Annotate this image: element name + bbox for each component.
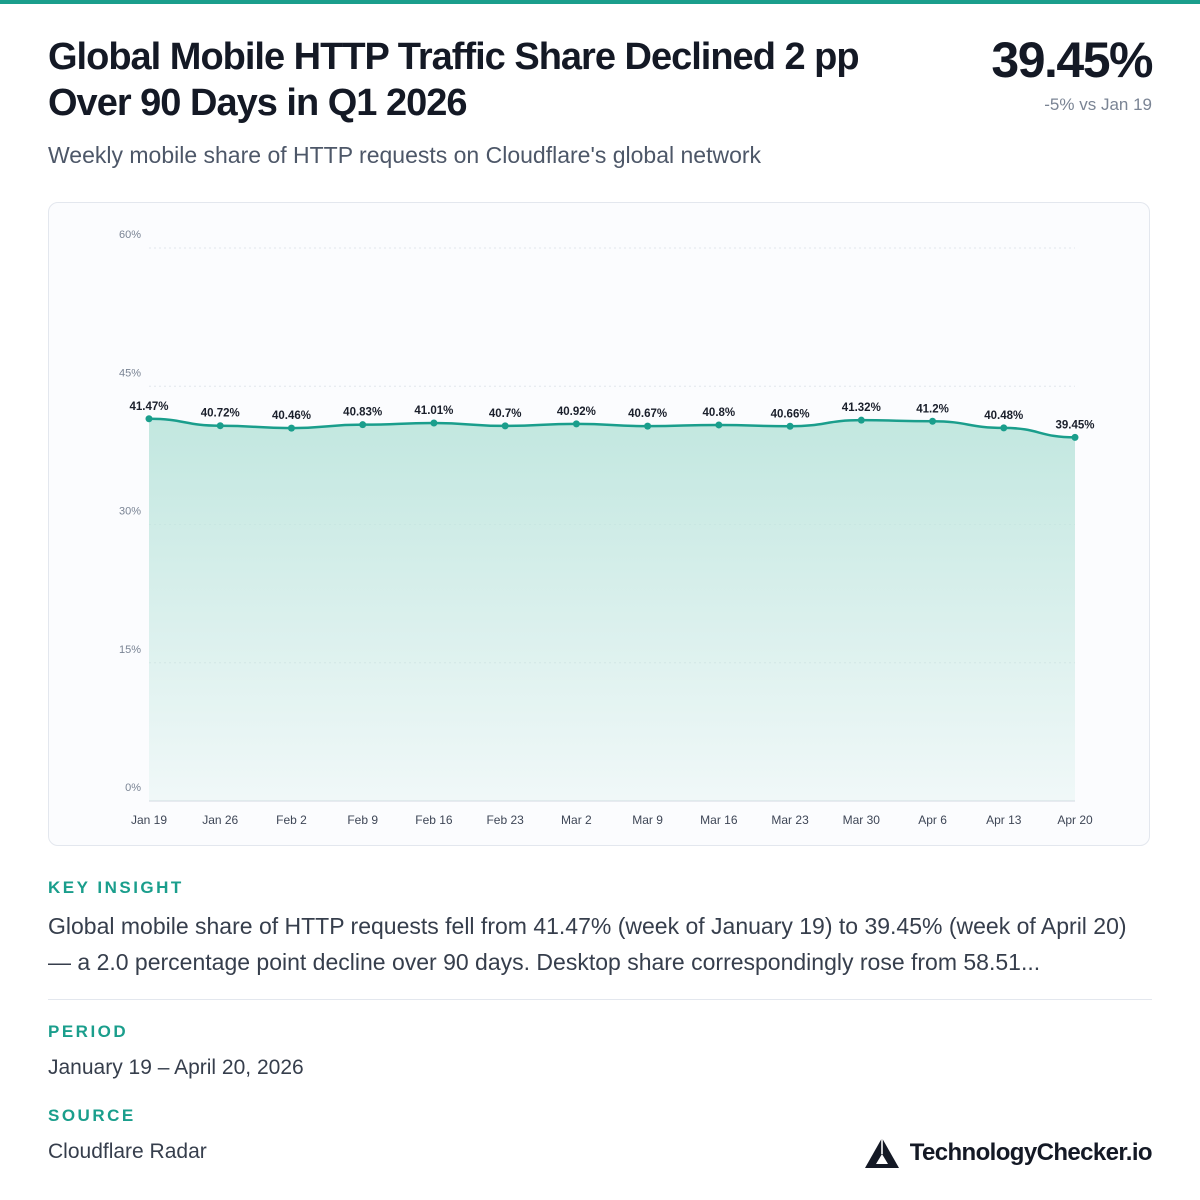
data-label: 40.72% (201, 408, 240, 420)
x-tick-label: Mar 23 (771, 813, 809, 827)
series-line (148, 417, 1076, 439)
data-label: 40.66% (771, 408, 810, 420)
source-label: SOURCE (48, 1106, 136, 1125)
source-value: Cloudflare Radar (48, 1140, 207, 1163)
data-label: 39.45% (1055, 419, 1094, 431)
x-tick-label: Feb 23 (486, 813, 524, 827)
y-tick-label: 15% (119, 644, 141, 656)
x-tick-label: Feb 16 (415, 813, 453, 827)
section-divider (48, 999, 1152, 1000)
data-point (501, 422, 509, 430)
page-title: Global Mobile HTTP Traffic Share Decline… (48, 36, 860, 124)
period-label: PERIOD (48, 1022, 129, 1041)
data-label: 40.83% (343, 407, 382, 419)
insight-text: Global mobile share of HTTP requests fel… (48, 913, 1127, 975)
y-tick-label: 30% (119, 506, 141, 518)
data-label: 40.67% (628, 408, 667, 420)
chart-card: 0% 15% 30% 45% 60% 41.47% 40.72% 40.46% 40.83% 4… (48, 202, 1150, 846)
data-label: 41.2% (916, 403, 949, 415)
x-tick-label: Mar 2 (561, 813, 592, 827)
top-accent-rule (0, 0, 1200, 4)
data-label: 40.8% (703, 407, 736, 419)
period-value: January 19 – April 20, 2026 (48, 1056, 304, 1079)
x-tick-label: Jan 19 (131, 813, 167, 827)
data-label: 40.46% (272, 410, 311, 422)
page-subtitle: Weekly mobile share of HTTP requests on … (48, 142, 762, 168)
data-point (715, 421, 723, 429)
triangle-logo-icon (864, 1138, 899, 1168)
y-tick-label: 60% (119, 229, 141, 241)
data-point (216, 422, 224, 430)
data-point (430, 419, 438, 427)
data-point (145, 415, 153, 423)
y-tick-label: 45% (119, 367, 141, 379)
headline-delta: -5% vs Jan 19 (1044, 95, 1152, 114)
data-label: 40.7% (489, 408, 522, 420)
data-point (786, 422, 794, 430)
data-point (359, 421, 367, 429)
data-label: 40.48% (984, 410, 1023, 422)
brand-name: TechnologyChecker.io (909, 1139, 1153, 1166)
y-tick-label: 0% (125, 782, 141, 794)
data-point (1071, 433, 1079, 441)
data-point (644, 422, 652, 430)
brand-logo: TechnologyChecker.io (864, 1136, 1153, 1170)
x-tick-label: Apr 13 (986, 813, 1022, 827)
x-tick-label: Apr 6 (918, 813, 947, 827)
area-chart: 0% 15% 30% 45% 60% 41.47% 40.72% 40.46% 40.83% 4… (119, 229, 1095, 827)
x-tick-label: Mar 16 (700, 813, 738, 827)
x-tick-label: Mar 30 (843, 813, 881, 827)
x-tick-label: Mar 9 (632, 813, 663, 827)
x-tick-label: Feb 9 (347, 813, 378, 827)
data-label: 41.01% (414, 405, 453, 417)
x-tick-label: Jan 26 (202, 813, 238, 827)
x-tick-label: Feb 2 (276, 813, 307, 827)
x-tick-label: Apr 20 (1057, 813, 1093, 827)
data-point (287, 424, 295, 432)
data-point (572, 420, 580, 428)
data-label: 41.47% (129, 401, 168, 413)
headline-value: 39.45% (991, 32, 1153, 88)
insight-label: KEY INSIGHT (48, 878, 184, 897)
data-point (857, 416, 865, 424)
data-label: 40.92% (557, 406, 596, 418)
data-label: 41.32% (842, 402, 881, 414)
area-fill (149, 418, 1075, 801)
data-point (929, 417, 937, 425)
data-point (1000, 424, 1008, 432)
